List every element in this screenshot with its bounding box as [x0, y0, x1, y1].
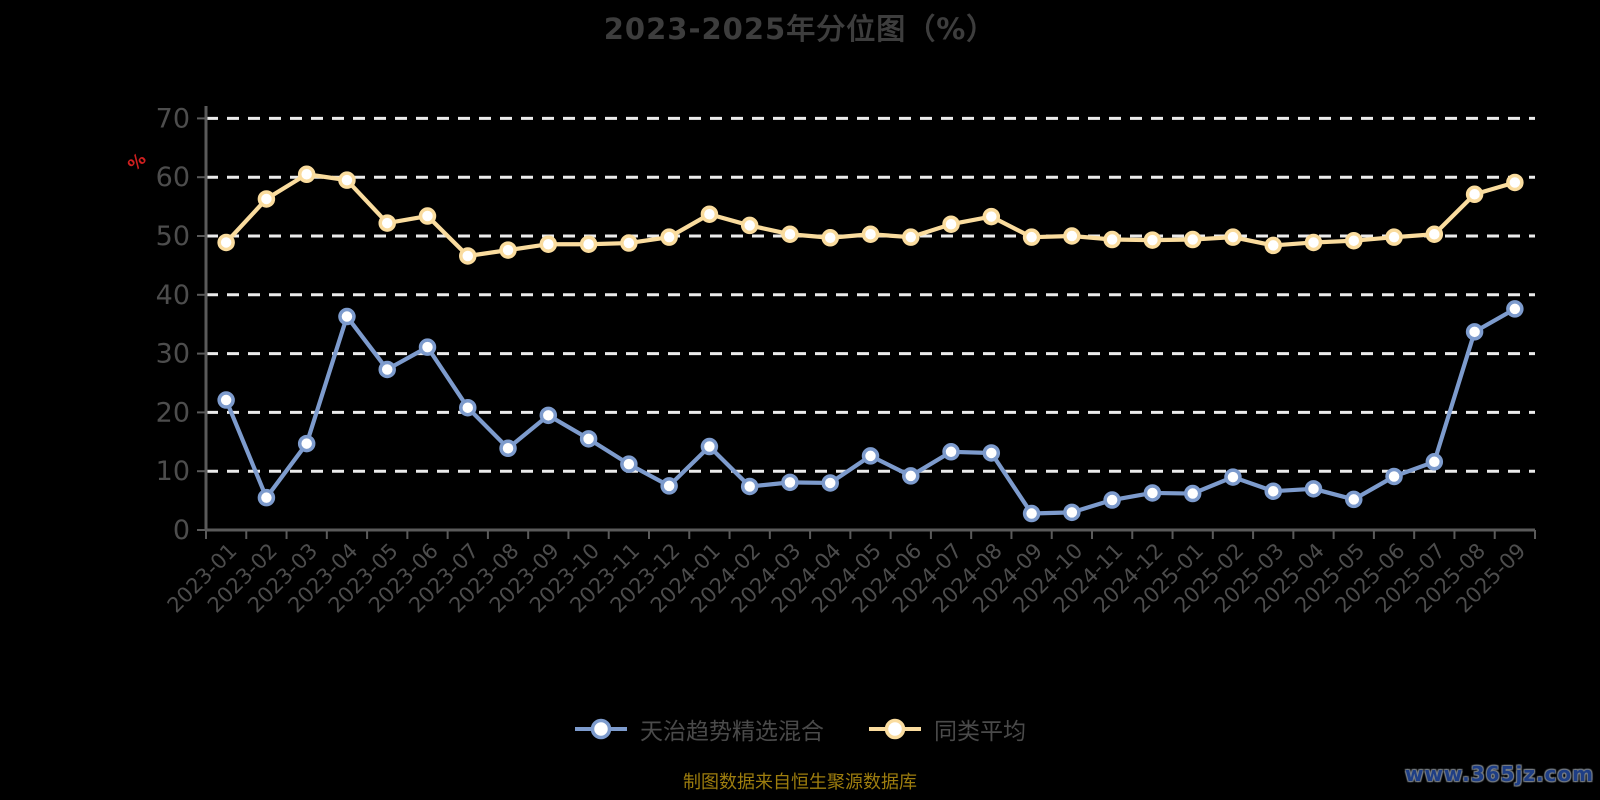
data-source-note: 制图数据来自恒生聚源数据库 — [683, 772, 917, 793]
svg-text:40: 40 — [156, 280, 190, 311]
svg-text:%: % — [124, 149, 150, 175]
legend-label-fund: 天治趋势精选混合 — [640, 719, 824, 745]
svg-text:0: 0 — [173, 515, 190, 546]
chart-title: 2023-2025年分位图（%） — [603, 12, 997, 46]
svg-text:60: 60 — [156, 162, 190, 193]
svg-text:20: 20 — [156, 397, 190, 428]
line-marker-icon — [869, 718, 921, 740]
legend-item-fund[interactable]: 天治趋势精选混合 — [574, 712, 824, 746]
site-watermark: www.365jz.com — [1404, 762, 1594, 786]
svg-text:50: 50 — [156, 221, 190, 252]
chart-legend: 天治趋势精选混合 同类平均 — [0, 712, 1600, 746]
legend-item-average[interactable]: 同类平均 — [868, 712, 1026, 746]
svg-text:30: 30 — [156, 339, 190, 370]
svg-text:10: 10 — [156, 456, 190, 487]
line-marker-icon — [575, 718, 627, 740]
svg-text:70: 70 — [156, 103, 190, 134]
legend-label-average: 同类平均 — [934, 719, 1026, 745]
